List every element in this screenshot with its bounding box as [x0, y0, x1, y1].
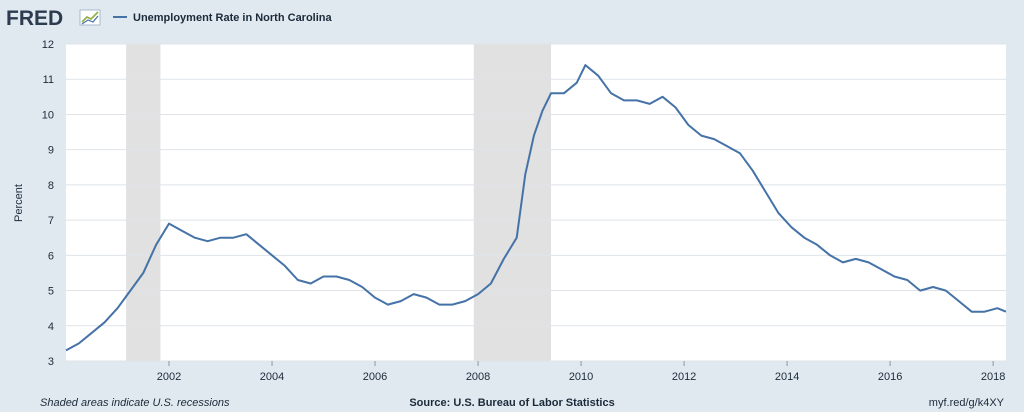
x-tick-label-1: 2004 [260, 371, 284, 383]
y-tick-label-8: 11 [43, 74, 54, 86]
series-line-0 [65, 64, 1007, 352]
fred-logo[interactable]: FRED [6, 7, 101, 30]
y-tick-label-6: 9 [48, 145, 54, 157]
x-tick-label-2: 2006 [363, 371, 387, 383]
y-tick-label-2: 5 [48, 286, 54, 298]
fred-logo-graph-icon [79, 9, 101, 26]
x-tick-label-6: 2014 [775, 371, 799, 383]
legend: Unemployment Rate in North Carolina [113, 12, 333, 24]
footer-recession-note: Shaded areas indicate U.S. recessions [40, 397, 230, 409]
y-tick-label-1: 4 [48, 321, 54, 333]
grid-lines [66, 43, 1006, 362]
fred-logo-text: FRED [6, 7, 63, 30]
y-tick-label-0: 3 [48, 356, 54, 368]
x-tick-label-8: 2018 [981, 371, 1005, 383]
series-group [65, 64, 1007, 352]
y-tick-label-5: 8 [48, 180, 54, 192]
x-tick-label-3: 2008 [466, 371, 490, 383]
legend-label-series-0: Unemployment Rate in North Carolina [133, 12, 333, 24]
y-axis-label: Percent [13, 184, 25, 222]
footer-short-link[interactable]: myf.red/g/k4XY [929, 397, 1005, 409]
x-tick-label-7: 2016 [878, 371, 902, 383]
x-tick-label-0: 2002 [157, 371, 181, 383]
x-tick-label-5: 2012 [672, 371, 696, 383]
footer-source: Source: U.S. Bureau of Labor Statistics [409, 397, 614, 409]
y-tick-label-7: 10 [42, 109, 54, 121]
x-tick-label-4: 2010 [569, 371, 593, 383]
recession-shading [126, 44, 552, 361]
y-axis-ticks: 3 4 5 6 7 8 9 10 11 12 [42, 39, 54, 368]
y-tick-label-3: 6 [48, 250, 54, 262]
y-tick-label-4: 7 [48, 215, 54, 227]
y-tick-label-9: 12 [42, 39, 54, 51]
recession-bar-0 [126, 44, 161, 361]
recession-bar-1 [473, 44, 552, 361]
x-axis-ticks: 2002 2004 2006 2008 2010 2012 2014 2016 2018 [157, 361, 1005, 383]
